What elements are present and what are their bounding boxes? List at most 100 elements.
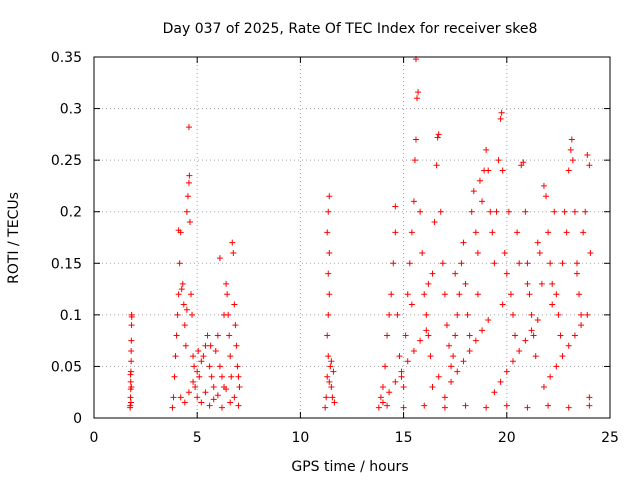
data-point	[377, 394, 384, 401]
data-point	[226, 332, 233, 339]
data-point	[443, 322, 450, 329]
data-point	[218, 404, 225, 411]
data-point	[384, 332, 391, 339]
data-point	[578, 311, 585, 318]
data-point	[476, 177, 483, 184]
data-point	[324, 332, 331, 339]
data-point	[516, 260, 523, 267]
y-tick-labels: 0 0.05 0.1 0.15 0.2 0.25 0.3 0.35	[51, 50, 82, 427]
data-point	[503, 270, 510, 277]
x-axis-label: GPS time / hours	[291, 459, 408, 475]
data-point	[127, 394, 134, 401]
data-point	[547, 373, 554, 380]
data-point	[568, 136, 575, 143]
data-point	[417, 208, 424, 215]
data-point	[514, 229, 521, 236]
data-point	[586, 402, 593, 409]
data-point	[499, 301, 506, 308]
data-point	[584, 151, 591, 158]
data-point	[330, 368, 337, 375]
data-point	[185, 124, 192, 131]
data-point	[462, 402, 469, 409]
data-point	[398, 373, 405, 380]
y-tick-label: 0.25	[51, 153, 82, 169]
data-point	[182, 342, 189, 349]
y-tick-label: 0.05	[51, 359, 82, 375]
x-tick-label: 10	[291, 430, 309, 446]
data-point	[580, 229, 587, 236]
data-point	[512, 332, 519, 339]
data-point	[474, 291, 481, 298]
data-point	[485, 167, 492, 174]
data-point	[437, 208, 444, 215]
data-point	[516, 347, 523, 354]
data-point	[419, 249, 426, 256]
data-point	[394, 311, 401, 318]
data-point	[448, 363, 455, 370]
data-point	[559, 353, 566, 360]
data-point	[181, 399, 188, 406]
data-point	[198, 399, 205, 406]
data-point	[452, 332, 459, 339]
data-point	[468, 208, 475, 215]
data-point	[503, 402, 510, 409]
data-point	[326, 249, 333, 256]
data-point	[224, 291, 231, 298]
data-point	[325, 311, 332, 318]
data-point	[565, 342, 572, 349]
data-point	[498, 109, 505, 116]
data-point	[454, 368, 461, 375]
data-point	[188, 291, 195, 298]
data-point	[408, 301, 415, 308]
data-point	[235, 373, 242, 380]
data-point	[565, 404, 572, 411]
data-point	[181, 322, 188, 329]
data-point	[507, 291, 514, 298]
data-point	[184, 193, 191, 200]
data-point	[472, 229, 479, 236]
data-point	[483, 146, 490, 153]
data-point	[204, 332, 211, 339]
data-point	[398, 368, 405, 375]
data-point	[202, 389, 209, 396]
data-point	[216, 363, 223, 370]
data-point	[522, 337, 529, 344]
data-point	[487, 208, 494, 215]
data-point	[379, 399, 386, 406]
data-point	[214, 392, 221, 399]
data-point	[128, 337, 135, 344]
data-point	[207, 342, 214, 349]
data-point	[229, 239, 236, 246]
data-point	[231, 394, 238, 401]
data-point	[466, 347, 473, 354]
data-point	[218, 373, 225, 380]
data-point	[326, 193, 333, 200]
plot-frame	[93, 56, 611, 419]
data-point	[212, 347, 219, 354]
data-point	[563, 229, 570, 236]
data-point	[179, 280, 186, 287]
data-point	[390, 260, 397, 267]
data-point	[404, 291, 411, 298]
data-point	[400, 404, 407, 411]
data-point	[489, 229, 496, 236]
data-point	[425, 280, 432, 287]
data-point	[178, 286, 185, 293]
data-point	[325, 208, 332, 215]
data-point	[553, 363, 560, 370]
data-point	[450, 353, 457, 360]
data-point	[472, 337, 479, 344]
data-point	[172, 353, 179, 360]
data-point	[561, 208, 568, 215]
data-point	[456, 291, 463, 298]
data-point	[470, 188, 477, 195]
data-point	[327, 363, 334, 370]
data-point	[499, 167, 506, 174]
data-point	[520, 159, 527, 166]
y-tick-label: 0.35	[51, 50, 82, 66]
data-point	[491, 389, 498, 396]
data-point	[406, 260, 413, 267]
data-point	[324, 373, 331, 380]
data-point	[439, 260, 446, 267]
